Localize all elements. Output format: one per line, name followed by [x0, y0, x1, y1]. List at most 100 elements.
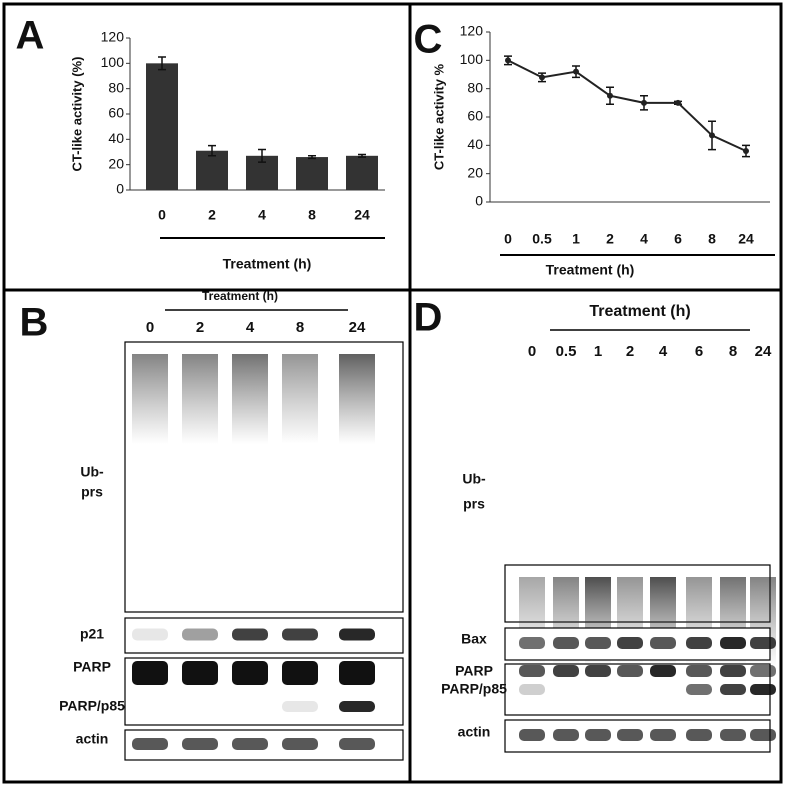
- band: [232, 628, 268, 641]
- band: [585, 637, 611, 649]
- panel-label: D: [414, 296, 443, 340]
- band: [750, 684, 776, 695]
- band: [282, 738, 318, 750]
- row-label: prs: [81, 484, 103, 500]
- x-tick-label: 0.5: [532, 231, 552, 247]
- y-tick-label: 0: [475, 193, 483, 209]
- point: [641, 99, 647, 106]
- x-axis-label: Treatment (h): [223, 256, 312, 272]
- lane-label: 24: [349, 319, 366, 336]
- x-tick-label: 0: [504, 231, 512, 247]
- blot-header: Treatment (h): [202, 289, 278, 303]
- bar: [346, 155, 378, 190]
- band: [339, 738, 375, 750]
- band: [282, 628, 318, 641]
- point: [573, 68, 579, 75]
- band: [519, 665, 545, 677]
- error-bar: [258, 148, 266, 163]
- smear: [182, 354, 218, 444]
- band: [686, 729, 712, 741]
- y-tick-label: 0: [116, 181, 124, 197]
- lane-label: 0.5: [556, 343, 577, 360]
- band: [339, 701, 375, 712]
- panel-label: C: [414, 18, 443, 62]
- x-tick-label: 4: [258, 207, 266, 223]
- y-tick-label: 40: [108, 130, 124, 146]
- band: [519, 684, 545, 695]
- band: [585, 665, 611, 677]
- point: [607, 92, 613, 99]
- band: [182, 628, 218, 641]
- smear: [132, 354, 168, 444]
- y-tick-label: 120: [460, 23, 484, 39]
- error-bar: [358, 153, 366, 158]
- lane-label: 2: [196, 319, 204, 336]
- y-tick-label: 120: [101, 29, 125, 45]
- y-tick-label: 80: [467, 79, 483, 95]
- row-label: Bax: [461, 631, 487, 647]
- row-label: Ub-: [462, 471, 486, 487]
- error-bar: [308, 155, 316, 160]
- lane-label: 0: [528, 343, 536, 360]
- lane-label: 0: [146, 319, 154, 336]
- band: [585, 729, 611, 741]
- lane-label: 8: [729, 343, 737, 360]
- y-tick-label: 20: [108, 155, 124, 171]
- x-tick-label: 6: [674, 231, 682, 247]
- band: [553, 729, 579, 741]
- point: [539, 74, 545, 81]
- row-label: p21: [80, 626, 104, 642]
- row-label: prs: [463, 496, 485, 512]
- lane-label: 8: [296, 319, 304, 336]
- row-label: PARP/p85: [59, 698, 125, 714]
- y-axis-label: CT-like activity (%): [69, 57, 84, 172]
- x-tick-label: 2: [208, 207, 216, 223]
- bar: [296, 157, 328, 190]
- blot-header: Treatment (h): [589, 303, 690, 320]
- row-label: PARP: [73, 659, 111, 675]
- band: [750, 665, 776, 677]
- band: [750, 637, 776, 649]
- band: [182, 738, 218, 750]
- y-tick-label: 60: [108, 105, 124, 121]
- row-label: PARP/p85: [441, 681, 507, 697]
- x-tick-label: 8: [308, 207, 316, 223]
- smear: [232, 354, 268, 444]
- band: [519, 637, 545, 649]
- smear: [282, 354, 318, 444]
- row-label: actin: [76, 731, 109, 747]
- band: [720, 637, 746, 649]
- band: [132, 661, 168, 685]
- bar: [196, 150, 228, 190]
- y-axis-label: CT-like activity %: [431, 63, 446, 170]
- line: [507, 59, 747, 152]
- band: [720, 684, 746, 695]
- panel-label: B: [20, 301, 49, 345]
- band: [519, 729, 545, 741]
- bar: [146, 63, 178, 191]
- band: [617, 665, 643, 677]
- band: [339, 628, 375, 641]
- point: [505, 57, 511, 64]
- lane-label: 24: [755, 343, 772, 360]
- row-label: PARP: [455, 663, 493, 679]
- row-label: actin: [458, 724, 491, 740]
- x-tick-label: 24: [738, 231, 754, 247]
- band: [232, 738, 268, 750]
- panel-label: A: [16, 14, 45, 58]
- y-tick-label: 80: [108, 79, 124, 95]
- band: [617, 729, 643, 741]
- y-tick-label: 100: [460, 51, 484, 67]
- band: [339, 661, 375, 685]
- band: [232, 661, 268, 685]
- x-tick-label: 8: [708, 231, 716, 247]
- band: [686, 665, 712, 677]
- error-bar: [158, 56, 166, 71]
- point: [709, 132, 715, 139]
- band: [720, 665, 746, 677]
- error-bar: [208, 144, 216, 157]
- band: [750, 729, 776, 741]
- band: [617, 637, 643, 649]
